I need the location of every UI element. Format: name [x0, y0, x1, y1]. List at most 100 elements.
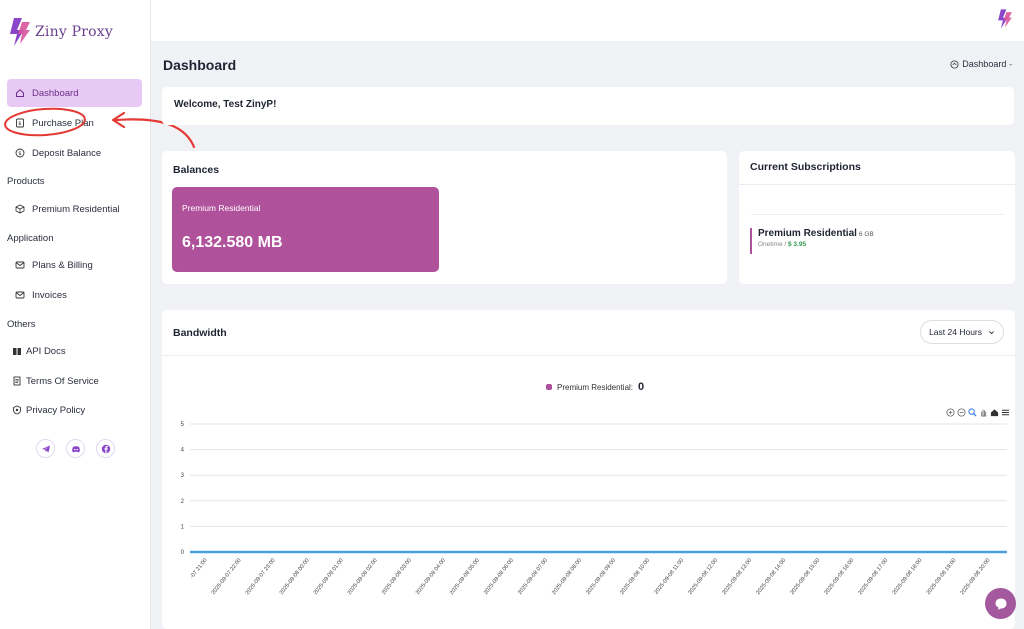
menu-icon[interactable]: [1001, 408, 1010, 417]
x-tick-label: 2025-09-08 04:00: [415, 558, 447, 597]
sidebar-item-label: Deposit Balance: [32, 147, 102, 159]
x-tick-label: 2025-09-08 15:00: [789, 558, 821, 597]
y-tick-label: 4: [181, 448, 185, 454]
sidebar-item-label: Plans & Billing: [32, 259, 93, 271]
sidebar-item-label: Invoices: [32, 289, 67, 301]
box-icon: [15, 204, 25, 214]
pan-icon[interactable]: [979, 408, 988, 417]
x-tick-label: 2025-09-08 03:00: [381, 558, 413, 597]
logo[interactable]: Ziny Proxy: [8, 16, 113, 48]
x-tick-label: -07 21:00: [189, 558, 208, 580]
welcome-card: Welcome, Test ZinyP!: [162, 87, 1014, 125]
x-tick-label: 2025-09-08 01:00: [313, 558, 345, 597]
brand-name: Ziny Proxy: [35, 24, 113, 40]
chart-legend[interactable]: Premium Residential: 0: [546, 381, 644, 393]
sidebar-item-label: Dashboard: [32, 87, 79, 99]
sidebar-item-label: Privacy Policy: [26, 404, 86, 416]
zoom-out-icon[interactable]: [957, 408, 966, 417]
book-icon: [12, 346, 22, 356]
y-tick-label: 1: [181, 524, 185, 530]
svg-text:$: $: [18, 151, 22, 157]
sidebar: Ziny Proxy Dashboard $ Purchase Plan $ D…: [0, 0, 151, 629]
balance-tile[interactable]: Premium Residential 6,132.580 MB: [172, 187, 439, 272]
envelope-icon: [15, 260, 25, 270]
sidebar-item-terms[interactable]: Terms Of Service: [7, 367, 142, 395]
sidebar-item-premium-residential[interactable]: Premium Residential: [7, 195, 142, 223]
sidebar-item-privacy[interactable]: Privacy Policy: [7, 396, 142, 424]
telegram-icon[interactable]: [36, 439, 55, 458]
selection-zoom-icon[interactable]: [968, 408, 977, 417]
shield-icon: [12, 405, 22, 415]
subscriptions-card: Current Subscriptions Premium Residentia…: [739, 151, 1015, 284]
x-tick-label: 2025-09-08 17:00: [858, 558, 890, 597]
sidebar-item-dashboard[interactable]: Dashboard: [7, 79, 142, 107]
reset-home-icon[interactable]: [990, 408, 999, 417]
welcome-text: Welcome, Test ZinyP!: [174, 99, 277, 110]
top-bar: [151, 0, 1024, 41]
legend-marker: [546, 384, 552, 390]
sidebar-item-api-docs[interactable]: API Docs: [7, 337, 142, 365]
sidebar-item-invoices[interactable]: Invoices: [7, 281, 142, 309]
legend-label: Premium Residential:: [557, 382, 634, 392]
section-label-products: Products: [7, 176, 45, 187]
x-tick-label: 2025-09-08 06:00: [483, 558, 515, 597]
sidebar-item-deposit-balance[interactable]: $ Deposit Balance: [7, 139, 142, 167]
divider: [739, 184, 1015, 185]
x-tick-label: 2025-09-07 23:00: [245, 558, 277, 597]
subscription-item[interactable]: Premium Residential 6 GB Onetime / $ 3.95: [750, 228, 874, 254]
receipt-icon: $: [15, 118, 25, 128]
range-select[interactable]: Last 24 Hours: [920, 320, 1004, 344]
breadcrumb[interactable]: Dashboard -: [950, 59, 1012, 69]
range-select-value: Last 24 Hours: [929, 327, 982, 337]
x-tick-label: 2025-09-08 16:00: [823, 558, 855, 597]
sidebar-item-label: Premium Residential: [32, 203, 120, 215]
facebook-icon[interactable]: [96, 439, 115, 458]
x-tick-label: 2025-09-08 08:00: [551, 558, 583, 597]
social-links: [36, 439, 115, 458]
section-label-application: Application: [7, 233, 54, 244]
x-tick-label: 2025-09-08 02:00: [347, 558, 379, 597]
x-tick-label: 2025-09-08 05:00: [449, 558, 481, 597]
x-tick-label: 2025-09-08 07:00: [517, 558, 549, 597]
breadcrumb-label: Dashboard: [962, 59, 1007, 69]
sidebar-item-purchase-plan[interactable]: $ Purchase Plan: [7, 109, 142, 137]
subscriptions-title: Current Subscriptions: [750, 161, 861, 173]
x-tick-label: 2025-09-08 00:00: [279, 558, 311, 597]
x-tick-label: 2025-09-08 11:00: [654, 558, 686, 596]
sidebar-item-plans-billing[interactable]: Plans & Billing: [7, 251, 142, 279]
y-tick-label: 2: [181, 499, 185, 505]
sidebar-item-label: Purchase Plan: [32, 117, 94, 129]
document-icon: [12, 376, 22, 386]
dollar-icon: $: [15, 148, 25, 158]
x-tick-label: 2025-09-08 13:00: [721, 558, 753, 597]
divider: [162, 355, 1015, 356]
chevron-down-icon: -: [1009, 59, 1012, 69]
page-title: Dashboard: [163, 57, 237, 73]
x-tick-label: 2025-09-07 22:00: [211, 558, 243, 597]
chat-button[interactable]: [985, 588, 1016, 619]
x-tick-label: 2025-09-08 19:00: [926, 558, 958, 597]
x-tick-label: 2025-09-08 09:00: [585, 558, 617, 597]
x-tick-label: 2025-09-08 20:00: [960, 558, 992, 597]
balances-title: Balances: [173, 164, 220, 176]
x-tick-label: 2025-09-08 12:00: [687, 558, 719, 597]
section-label-others: Others: [7, 319, 36, 330]
chat-icon: [995, 598, 1006, 610]
divider: [751, 214, 1004, 215]
subscription-name: Premium Residential: [758, 228, 857, 239]
user-avatar[interactable]: [996, 8, 1014, 30]
svg-text:$: $: [18, 121, 21, 127]
bandwidth-title: Bandwidth: [173, 327, 227, 339]
discord-icon[interactable]: [66, 439, 85, 458]
y-tick-label: 0: [181, 550, 185, 556]
subscription-type: Onetime /: [758, 241, 787, 248]
balance-label: Premium Residential: [182, 203, 261, 213]
x-tick-label: 2025-09-08 10:00: [619, 558, 651, 597]
zoom-in-icon[interactable]: [946, 408, 955, 417]
chart-toolbar: [946, 408, 1010, 417]
x-tick-label: 2025-09-08 14:00: [755, 558, 787, 597]
bandwidth-card: Bandwidth Last 24 Hours Premium Resident…: [162, 310, 1015, 629]
logo-icon: [10, 18, 30, 46]
y-tick-label: 5: [181, 422, 185, 428]
